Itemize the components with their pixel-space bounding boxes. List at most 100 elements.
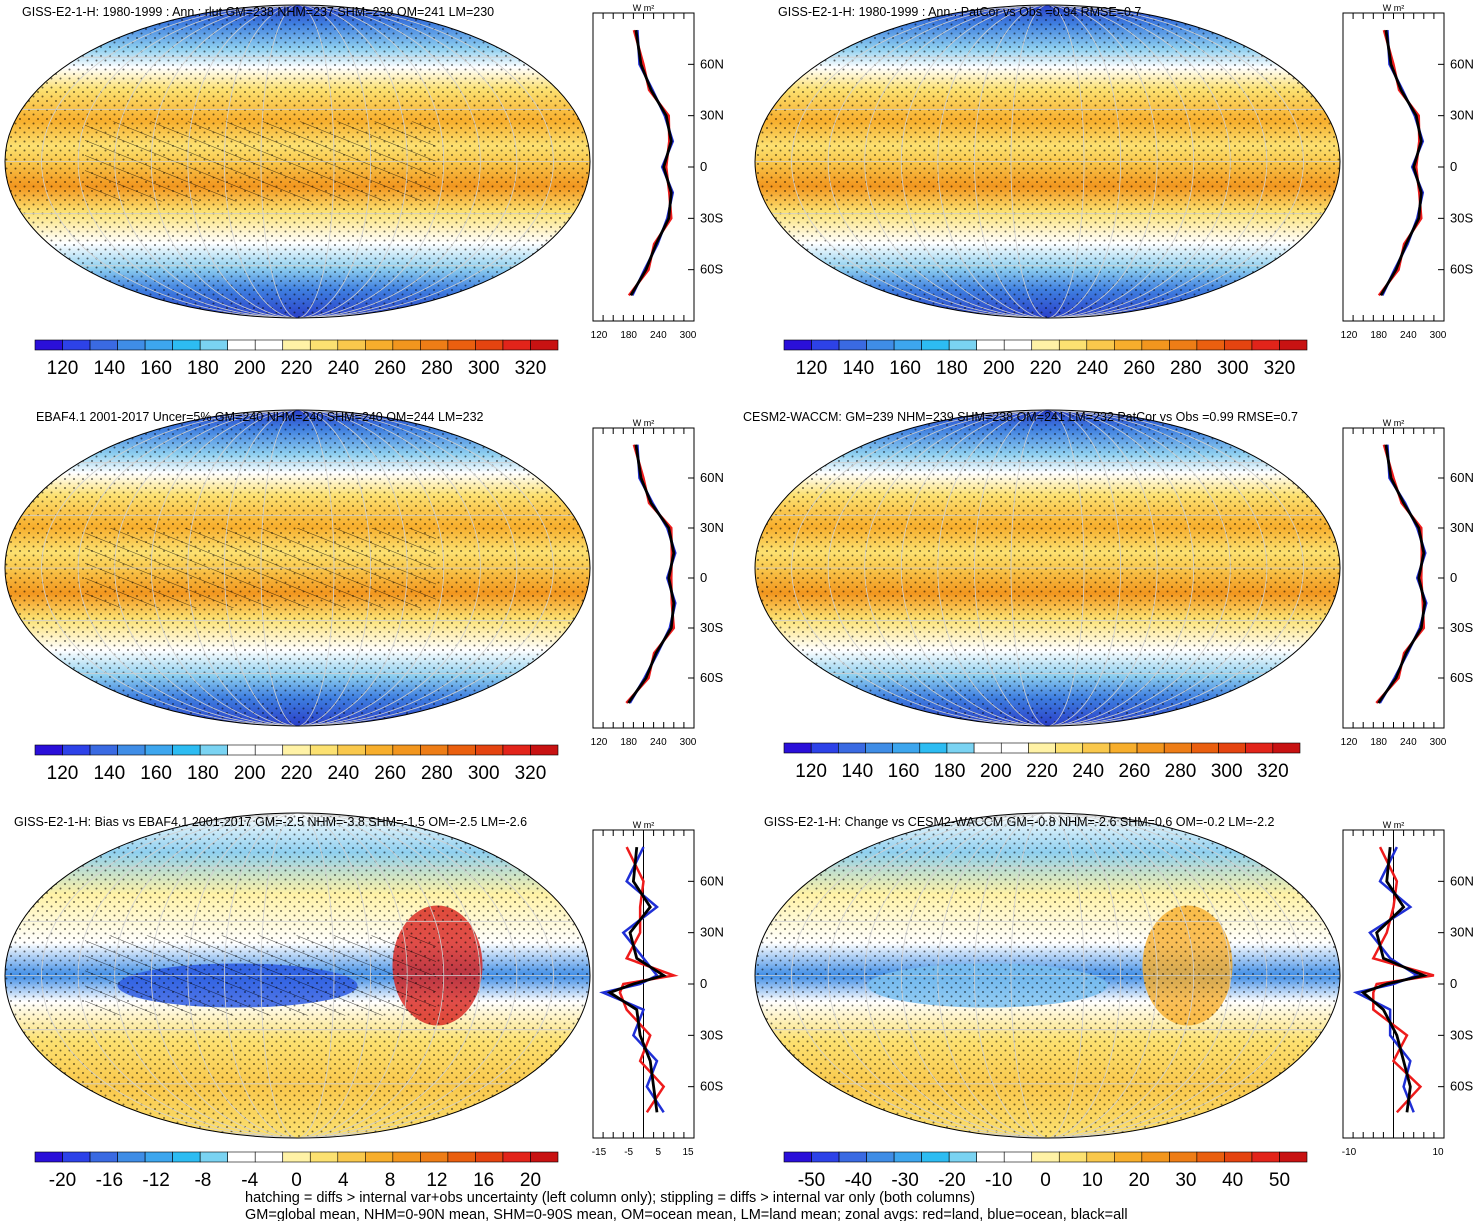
graticule-line (864, 813, 1231, 1138)
colorbar-tick-label: 320 (1264, 358, 1296, 379)
colorbar-tick-label: 320 (1257, 761, 1289, 782)
colorbar-tick-label: 280 (421, 763, 453, 784)
colorbar-p1: 120 140 160 180 200 220 240 260 280 300 320 (34, 339, 559, 379)
colorbar-swatch (475, 744, 504, 756)
zonal-line-ocean (599, 846, 665, 1114)
colorbar-swatch (199, 744, 228, 756)
panel-p2: 120 140 160 180 200 220 240 260 280 300 320 60N 30N 0… (754, 3, 1474, 379)
zonal-x-label: 120 (1341, 330, 1358, 341)
colorbar-swatch (948, 339, 977, 351)
zonal-lat-label: 60N (1450, 56, 1474, 71)
colorbar-swatch (199, 339, 228, 351)
colorbar-swatch (62, 1151, 91, 1163)
colorbar-tick-label: 20 (520, 1170, 541, 1191)
zonal-panel-p1: 60N 30N 0 30S 60S W m² 120 180 240 300 (591, 3, 724, 341)
zonal-line-all (629, 29, 673, 297)
colorbar-swatch (282, 1151, 311, 1163)
zonal-lat-label: 30N (1450, 108, 1474, 123)
zonal-x-label: 240 (1400, 737, 1417, 748)
graticule-line (77, 5, 518, 318)
graticule-line (150, 410, 445, 726)
graticule-line (223, 410, 372, 726)
colorbar-swatch (838, 1151, 867, 1163)
colorbar-swatch (838, 339, 867, 351)
colorbar-tick-label: 260 (374, 763, 406, 784)
zonal-lat-label: 0 (700, 976, 707, 991)
colorbar-p3: 120 140 160 180 200 220 240 260 280 300 320 (34, 744, 559, 784)
colorbar-swatch (530, 744, 559, 756)
colorbar-swatch (783, 742, 812, 754)
graticule-line (791, 813, 1304, 1138)
zonal-line-all (627, 444, 676, 704)
colorbar-tick-label: -10 (985, 1170, 1012, 1191)
colorbar-swatch (1196, 1151, 1225, 1163)
colorbar-swatch (1055, 742, 1084, 754)
graticule-line (973, 5, 1122, 318)
colorbar-swatch (1224, 1151, 1253, 1163)
graticule-line (864, 5, 1231, 318)
colorbar-swatch (1086, 1151, 1115, 1163)
colorbar-tick-label: 240 (327, 763, 359, 784)
zonal-line-all (1360, 846, 1429, 1113)
colorbar-tick-label: 260 (374, 358, 406, 379)
colorbar-tick-label: 240 (327, 358, 359, 379)
colorbar-swatch (89, 339, 118, 351)
colorbar-tick-label: 220 (281, 763, 313, 784)
zonal-unit-label: W m² (1383, 820, 1405, 830)
colorbar-tick-label: 320 (515, 763, 547, 784)
colorbar-swatch (1218, 742, 1246, 754)
graticule-line (791, 5, 1304, 318)
colorbar-swatch (948, 1151, 977, 1163)
graticule-line (223, 5, 372, 318)
map-p5 (5, 813, 590, 1138)
colorbar-swatch (62, 339, 91, 351)
colorbar-swatch (1163, 742, 1192, 754)
zonal-x-label: 120 (591, 737, 608, 748)
colorbar-swatch (420, 339, 449, 351)
colorbar-tick-label: 140 (93, 358, 125, 379)
zonal-x-label: -10 (1342, 1147, 1357, 1158)
zonal-lat-label: 60S (700, 1079, 723, 1094)
panel-p4: 120 140 160 180 200 220 240 260 280 300 320 60N 30N 0… (754, 409, 1474, 782)
panel-title-p4: CESM2-WACCM: GM=239 NHM=239 SHM=238 OM=2… (743, 410, 1298, 424)
colorbar-swatch (117, 744, 146, 756)
zonal-x-label: -5 (624, 1147, 633, 1158)
panel-p6: -50 -40 -30 -20 -10 0 10 20 30 40 50 60N 30N 0 30S 60S W… (754, 812, 1474, 1191)
zonal-unit-label: W m² (633, 418, 655, 428)
colorbar-swatch (1114, 339, 1143, 351)
colorbar-swatch (1000, 742, 1029, 754)
graticule-line (260, 410, 335, 726)
colorbar-swatch (34, 339, 63, 351)
zonal-line-land (1371, 846, 1435, 1114)
colorbar-tick-label: 40 (1222, 1170, 1243, 1191)
colorbar-swatch (282, 339, 311, 351)
colorbar-swatch (866, 1151, 895, 1163)
panel-p1: 120 140 160 180 200 220 240 260 280 300 320 60N 30N 0… (4, 3, 724, 379)
graticule-line (900, 5, 1195, 318)
colorbar-swatch (810, 742, 839, 754)
zonal-line-all (1379, 29, 1423, 297)
colorbar-swatch (893, 1151, 922, 1163)
graticule-line (41, 410, 554, 726)
graticule-line (827, 813, 1268, 1138)
panel-title-p6: GISS-E2-1-H: Change vs CESM2-WACCM GM=-0… (764, 815, 1274, 829)
zonal-x-label: 300 (680, 737, 697, 748)
colorbar-tick-label: 160 (889, 358, 921, 379)
colorbar-tick-label: 140 (93, 763, 125, 784)
map-border (754, 409, 1341, 727)
zonal-x-label: 180 (620, 737, 637, 748)
zonal-line-all (606, 846, 668, 1113)
colorbar-tick-label: -20 (938, 1170, 965, 1191)
colorbar-tick-label: 180 (934, 761, 966, 782)
colorbar-tick-label: -16 (96, 1170, 123, 1191)
colorbar-swatch (1031, 1151, 1060, 1163)
colorbar-tick-label: 16 (473, 1170, 494, 1191)
graticule-line (114, 813, 481, 1138)
zonal-lat-label: 0 (700, 570, 707, 585)
colorbar-tick-label: 280 (421, 358, 453, 379)
colorbar-swatch (530, 1151, 559, 1163)
colorbar-p5: -20 -16 -12 -8 -4 0 4 8 12 16 20 (34, 1151, 559, 1191)
colorbar-swatch (1141, 339, 1170, 351)
zonal-lat-label: 0 (1450, 976, 1457, 991)
